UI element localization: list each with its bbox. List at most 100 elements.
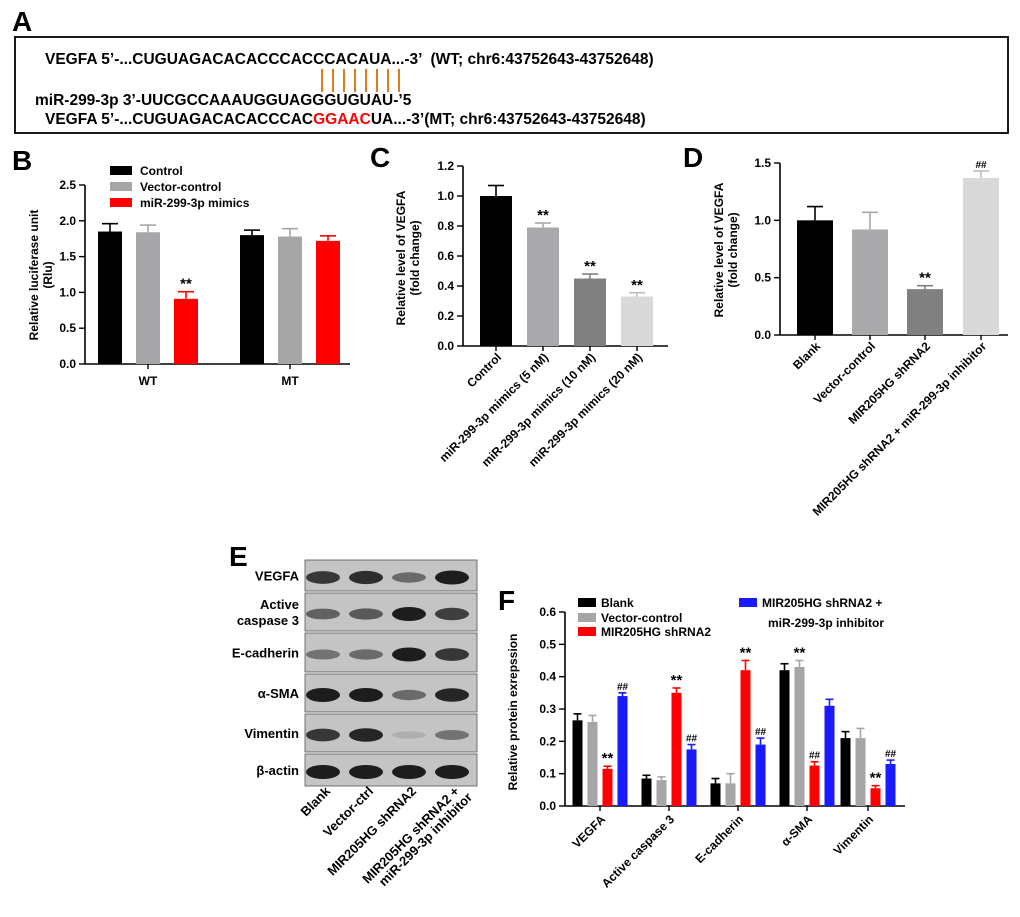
bar — [907, 289, 943, 335]
y-tick-label: 1.0 — [437, 189, 454, 203]
significance-marker: ** — [537, 207, 549, 224]
blot-band — [349, 728, 383, 742]
vegfa-mt-sequence: VEGFA 5’-...CUGUAGACACACCCACGGAACUA...-3… — [45, 111, 646, 128]
y-tick-label: 1.5 — [59, 250, 76, 264]
bar — [855, 738, 866, 806]
blot-band — [349, 649, 383, 660]
blot-protein-label: Vimentin — [244, 726, 299, 741]
blot-protein-label: β-actin — [256, 763, 299, 778]
blot-lane-label: Blank — [297, 783, 333, 819]
x-tick-label: MT — [281, 374, 299, 388]
y-tick-label: 1.0 — [59, 285, 76, 299]
significance-marker: ** — [794, 645, 806, 662]
y-tick-label: 2.0 — [59, 214, 76, 228]
y-axis-title: Relative luciferase unit(Rlu) — [27, 210, 55, 341]
y-tick-label: 0.2 — [539, 734, 556, 748]
blot-band — [435, 648, 469, 661]
significance-marker: ** — [602, 750, 614, 767]
y-tick-label: 0.5 — [59, 321, 76, 335]
significance-marker: ## — [885, 749, 897, 760]
y-tick-label: 0.5 — [539, 637, 556, 651]
y-axis-title-line: Relative luciferase unit — [27, 210, 41, 341]
blot-band — [435, 730, 469, 740]
blot-band — [349, 608, 383, 620]
bar — [779, 670, 790, 806]
blot-band — [435, 765, 469, 779]
bar — [621, 296, 653, 346]
blot-protein-label: E-cadherin — [232, 646, 299, 661]
chart-d: 0.00.51.01.5BlankVector-control**MIR205H… — [712, 156, 1008, 519]
bar — [824, 705, 835, 806]
blot-band — [392, 572, 426, 583]
y-axis-title: Relative level of VEGFA(fold change) — [394, 190, 422, 325]
significance-marker: ** — [740, 645, 752, 662]
vegfa-wt-suffix: (WT; chr6:43752643-43752648) — [430, 51, 653, 68]
y-tick-label: 0.6 — [539, 605, 556, 619]
x-tick-label: α-SMA — [778, 812, 815, 849]
significance-marker: ** — [584, 258, 596, 275]
bar — [963, 177, 999, 335]
vegfa-mt-mutation: GGAAC — [313, 111, 371, 128]
legend-swatch — [578, 613, 596, 622]
legend-label: MIR205HG shRNA2 — [601, 625, 711, 639]
legend-label: miR-299-3p inhibitor — [768, 616, 884, 630]
bar — [641, 778, 652, 806]
significance-marker: ## — [617, 682, 629, 693]
blot-protein-label: VEGFA — [255, 569, 300, 584]
panel-letter-a: A — [12, 6, 32, 37]
legend-swatch — [578, 598, 596, 607]
mirna-sequence: miR-299-3p 3’-UUCGCCAAAUGGUAGGGUGUAU-’5 — [35, 92, 412, 109]
blot-band — [349, 765, 383, 779]
significance-marker: ** — [870, 770, 882, 787]
bar — [240, 235, 264, 364]
significance-marker: ** — [919, 270, 931, 287]
bar — [136, 232, 160, 364]
bar — [316, 240, 340, 364]
blot-protein-label: α-SMA — [258, 686, 300, 701]
panel-letter-f: F — [498, 585, 515, 616]
y-tick-label: 2.5 — [59, 178, 76, 192]
bar — [885, 763, 896, 806]
x-tick-label: WT — [139, 374, 158, 388]
legend-label: Blank — [601, 596, 634, 610]
legend-label: Vector-control — [601, 611, 682, 625]
legend-swatch — [110, 166, 132, 175]
y-tick-label: 0.5 — [754, 271, 771, 285]
y-tick-label: 0.3 — [539, 702, 556, 716]
bar — [870, 788, 881, 806]
y-axis-title: Relative protein exrepssion — [506, 634, 520, 791]
significance-marker: ## — [809, 751, 821, 762]
bar — [587, 721, 598, 806]
y-tick-label: 0.0 — [59, 357, 76, 371]
bar — [740, 670, 751, 806]
y-tick-label: 0.0 — [539, 799, 556, 813]
legend-label: Control — [140, 164, 183, 178]
y-tick-label: 0.1 — [539, 767, 556, 781]
bar — [480, 196, 512, 346]
y-tick-label: 1.0 — [754, 213, 771, 227]
blot-band — [392, 731, 426, 739]
base-pairing-lines — [321, 69, 400, 92]
bar — [725, 783, 736, 806]
chart-b: 0.0 0.5 1.0 1.5 2.0 2.5 ** WT MT Control Vector-co… — [27, 164, 350, 388]
blot-band — [306, 728, 340, 742]
y-axis-title: Relative level of VEGFA(fold change) — [712, 182, 740, 317]
y-axis-title-line: (fold change) — [726, 212, 740, 287]
blot-band — [349, 688, 383, 702]
y-tick-label: 0.4 — [539, 670, 556, 684]
bar — [574, 278, 606, 346]
panel-letter-c: C — [370, 142, 390, 173]
vegfa-mt-suffix: UA...-3’(MT; chr6:43752643-43752648) — [371, 111, 646, 128]
chart-f: 0.00.10.20.30.40.50.6**## **##**##**##**#… — [506, 596, 905, 891]
x-tick-label: Active caspase 3 — [599, 812, 678, 891]
y-axis-title-line: (fold change) — [408, 220, 422, 295]
bar — [809, 765, 820, 806]
legend-swatch — [739, 598, 757, 607]
legend-label: MIR205HG shRNA2 + — [762, 596, 882, 610]
bar — [794, 666, 805, 806]
legend-label: miR-299-3p mimics — [140, 196, 250, 210]
blot-band — [306, 571, 340, 584]
blot-band — [392, 607, 426, 621]
